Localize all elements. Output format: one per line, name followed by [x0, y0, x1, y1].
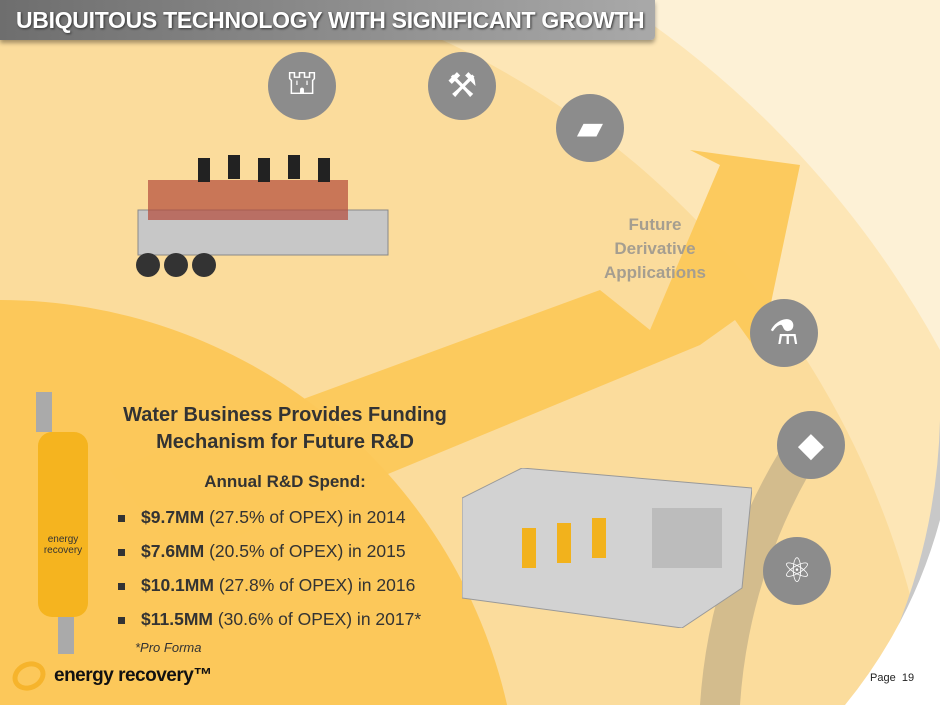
page-label: Page [870, 672, 896, 684]
bullet-icon [118, 548, 125, 556]
bullet-icon [118, 582, 125, 590]
gold-bars-icon: ▰ [556, 94, 624, 162]
amount: $9.7MM [141, 507, 205, 527]
logo-mark-icon [7, 656, 51, 696]
company-logo: energy recovery™ [7, 656, 212, 696]
list-item: $10.1MM (27.8% of OPEX) in 2016 [118, 568, 421, 602]
amount: $10.1MM [141, 575, 214, 595]
bullet-icon [118, 616, 125, 624]
title-bar: UBIQUITOUS TECHNOLOGY WITH SIGNIFICANT G… [0, 0, 655, 40]
section-heading: Water Business Provides Funding Mechanis… [100, 402, 470, 456]
arrow-label-line: Derivative [614, 239, 696, 258]
footnote: *Pro Forma [135, 640, 202, 655]
mining-tools-icon: ⚒ [428, 52, 496, 120]
heading-line: Mechanism for Future R&D [156, 431, 414, 453]
heading-line: Water Business Provides Funding [123, 404, 447, 426]
subheading: Annual R&D Spend: [204, 472, 366, 491]
logo-text: energy recovery™ [54, 665, 212, 686]
amount: $11.5MM [141, 609, 213, 629]
page-number: Page 19 [870, 672, 914, 684]
list-item: $7.6MM (20.5% of OPEX) in 2015 [118, 534, 421, 568]
arrow-label-line: Applications [603, 263, 706, 282]
amount: $7.6MM [141, 541, 205, 561]
page-number-value: 19 [901, 672, 915, 684]
skid-equipment-image [462, 468, 752, 628]
detail: (27.8% of OPEX) in 2016 [213, 575, 416, 595]
detail: (20.5% of OPEX) in 2015 [204, 541, 406, 561]
trailer-equipment-image [136, 155, 389, 277]
oil-rig-icon: ⛫ [268, 52, 336, 120]
growth-arrow [110, 150, 800, 560]
svg-text:recovery: recovery [44, 545, 82, 556]
bullet-icon [118, 514, 125, 522]
detail: (27.5% of OPEX) in 2014 [204, 507, 406, 527]
flask-icon: ⚗ [750, 299, 818, 367]
page-title: UBIQUITOUS TECHNOLOGY WITH SIGNIFICANT G… [16, 7, 645, 33]
list-item: $9.7MM (27.5% of OPEX) in 2014 [118, 500, 421, 534]
atom-icon: ⚛ [763, 537, 831, 605]
detail: (30.6% of OPEX) in 2017* [212, 609, 422, 629]
rd-spend-list: $9.7MM (27.5% of OPEX) in 2014 $7.6MM (2… [118, 500, 421, 636]
arrow-label: Future Derivative Applications [590, 213, 720, 285]
list-item: $11.5MM (30.6% of OPEX) in 2017* [118, 602, 421, 636]
pressure-exchanger-image: energy recovery [36, 392, 88, 654]
svg-text:energy: energy [48, 534, 79, 545]
rocks-icon: ◆ [777, 411, 845, 479]
arrow-label-line: Future [628, 215, 682, 234]
